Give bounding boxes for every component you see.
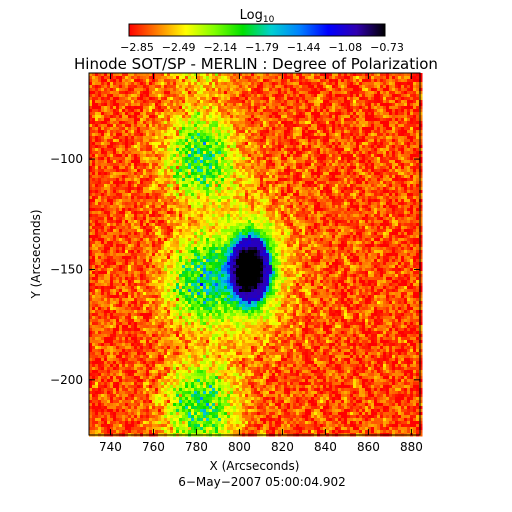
y-tick-label: −200: [50, 373, 83, 387]
polarization-heatmap: [89, 73, 423, 437]
chart-title: Hinode SOT/SP - MERLIN : Degree of Polar…: [74, 55, 438, 73]
y-tick-label: −100: [50, 152, 83, 166]
x-tick-label: 820: [271, 440, 294, 454]
y-axis-label: Y (Arcseconds): [29, 209, 43, 299]
y-tick-label: −150: [50, 262, 83, 276]
x-tick-label: 880: [400, 440, 423, 454]
colorbar-tick-label: −1.79: [245, 41, 279, 54]
x-tick-label: 840: [314, 440, 337, 454]
x-tick-label: 760: [142, 440, 165, 454]
x-tick-label: 860: [357, 440, 380, 454]
colorbar-tick-label: −1.08: [328, 41, 362, 54]
colorbar-label-subscript: 10: [263, 15, 275, 25]
colorbar-tick-label: −2.85: [120, 41, 154, 54]
observation-timestamp: 6−May−2007 05:00:04.902: [178, 475, 346, 489]
colorbar-tick-label: −2.49: [162, 41, 196, 54]
colorbar-ticks: −2.85 −2.49 −2.14 −1.79 −1.44 −1.08 −0.73: [120, 41, 404, 54]
colorbar-tick-label: −0.73: [370, 41, 404, 54]
colorbar-label: Log10: [240, 8, 275, 25]
colorbar-tick-label: −1.44: [287, 41, 321, 54]
colorbar: [128, 23, 386, 37]
x-axis-label: X (Arcseconds): [210, 459, 300, 473]
x-tick-label: 800: [228, 440, 251, 454]
x-tick-label: 780: [185, 440, 208, 454]
plot-frame: [88, 72, 421, 436]
y-axis: −100 −150 −200: [50, 152, 420, 387]
x-axis: 740 760 780 800 820 840 860 880: [99, 73, 423, 454]
x-tick-label: 740: [99, 440, 122, 454]
colorbar-tick-label: −2.14: [203, 41, 237, 54]
